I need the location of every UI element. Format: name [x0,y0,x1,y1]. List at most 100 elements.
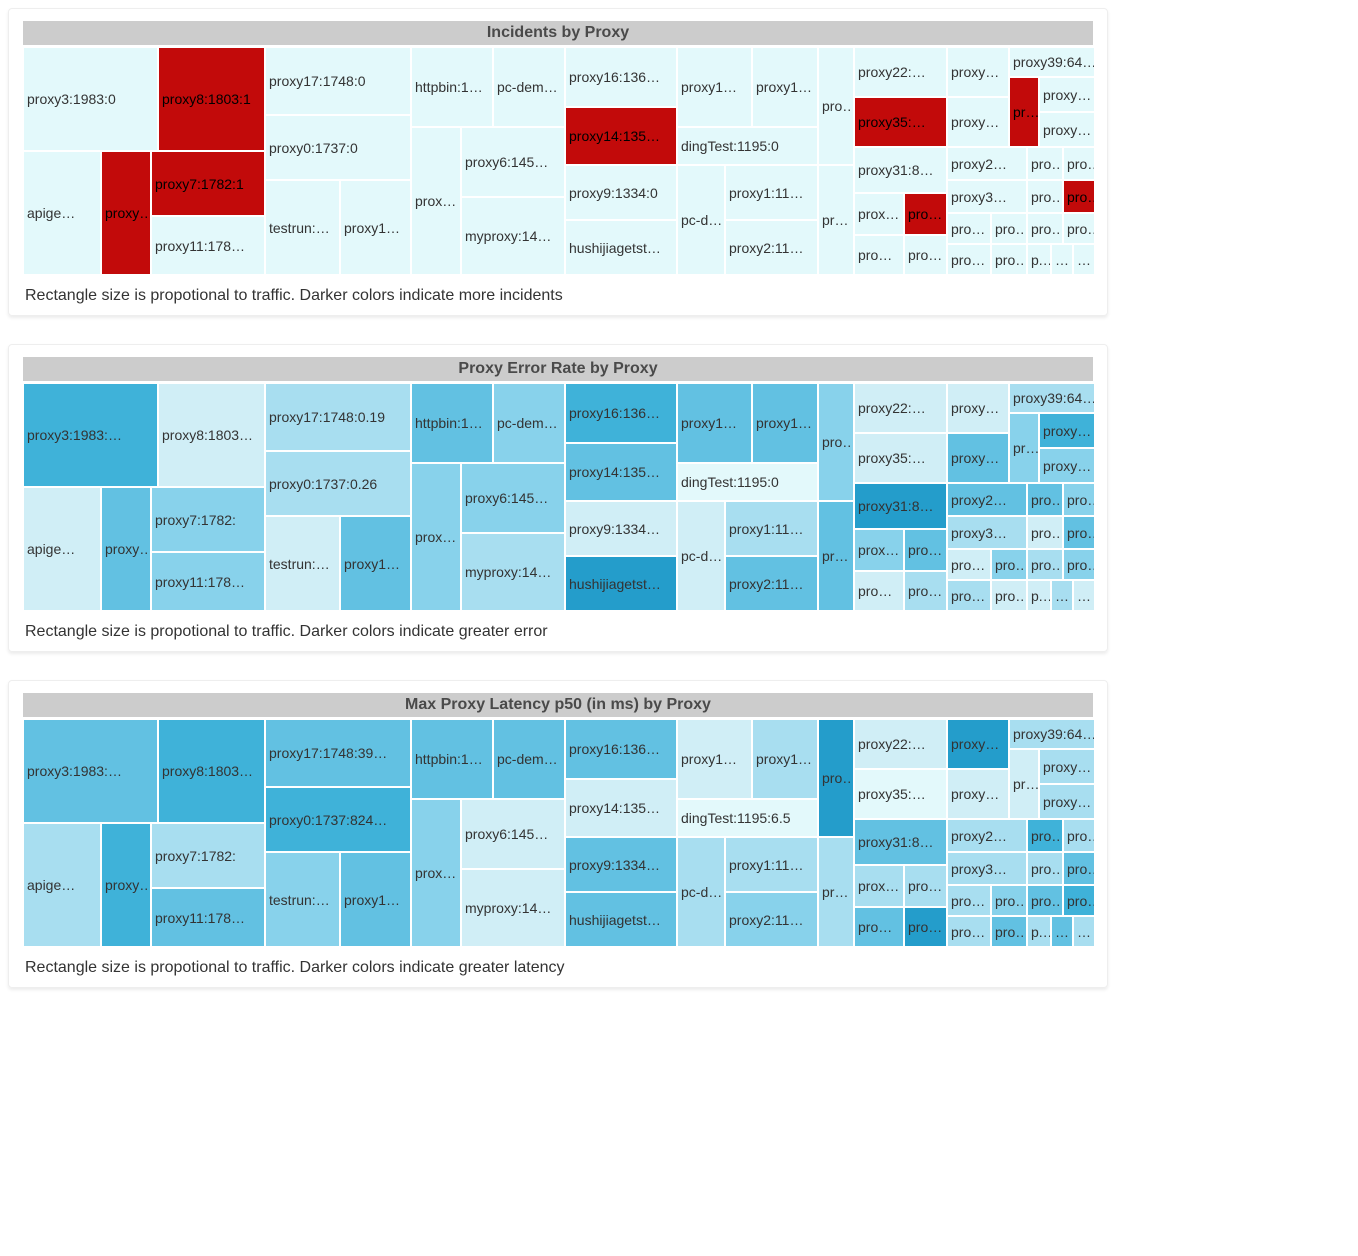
treemap-cell[interactable]: pro… [818,47,854,165]
treemap-cell[interactable]: pro… [904,907,947,947]
treemap-cell[interactable]: proxy22:… [854,47,947,97]
treemap-cell[interactable]: proxy35:… [854,769,947,819]
treemap-cell[interactable]: proxy31:8… [854,147,947,193]
treemap-cell[interactable]: pc-dem… [493,47,565,127]
treemap-cell[interactable]: pro… [1063,885,1095,916]
treemap-cell[interactable]: proxy3:1983:… [23,383,158,487]
treemap-cell[interactable]: pro… [947,885,991,916]
treemap-cell[interactable]: proxy1:11… [725,837,818,892]
treemap-cell[interactable]: testrun:… [265,180,340,275]
treemap-cell[interactable]: proxy1… [340,852,411,947]
treemap-cell[interactable]: prox… [411,463,461,611]
treemap-cell[interactable]: prox… [854,529,904,571]
treemap-cell[interactable]: proxy3:1983:… [23,719,158,823]
treemap-cell[interactable]: hushijiagetst… [565,892,677,947]
treemap-cell[interactable]: proxy17:1748:0.19 [265,383,411,451]
treemap-cell[interactable]: proxy1… [340,516,411,611]
treemap-cell[interactable]: pro… [904,865,947,907]
treemap-cell[interactable]: … [1051,580,1073,611]
treemap-cell[interactable]: pro… [1027,885,1063,916]
treemap-cell[interactable]: pro… [991,213,1027,244]
treemap-cell[interactable]: proxy35:… [854,97,947,147]
treemap-cell[interactable]: pro… [818,383,854,501]
treemap-cell[interactable]: proxy1… [677,47,752,127]
treemap-cell[interactable]: … [1051,916,1073,947]
treemap-cell[interactable]: proxy… [1039,413,1095,448]
treemap-cell[interactable]: p.… [1027,244,1051,275]
treemap-cell[interactable]: … [1073,580,1095,611]
treemap-cell[interactable]: pro… [1027,516,1063,549]
treemap-cell[interactable]: proxy31:8… [854,819,947,865]
treemap-cell[interactable]: proxy… [1039,112,1095,147]
treemap-cell[interactable]: proxy9:1334:0 [565,165,677,220]
treemap-cell[interactable]: proxy11:178… [151,552,265,611]
treemap-cell[interactable]: pro… [1063,213,1095,244]
treemap-cell[interactable]: proxy… [1039,77,1095,112]
treemap-cell[interactable]: pr… [1009,413,1039,483]
treemap-cell[interactable]: proxy6:145… [461,127,565,197]
treemap-cell[interactable]: proxy8:1803:1 [158,47,265,151]
treemap-cell[interactable]: pro… [1027,483,1063,516]
treemap-cell[interactable]: pro… [947,213,991,244]
treemap-cell[interactable]: proxy14:135… [565,779,677,837]
treemap-cell[interactable]: pro… [947,549,991,580]
treemap-cell[interactable]: proxy… [1039,784,1095,819]
treemap-cell[interactable]: proxy… [101,823,151,947]
treemap-cell[interactable]: pro… [904,571,947,611]
treemap-cell[interactable]: proxy2:11… [725,556,818,611]
treemap-cell[interactable]: prox… [854,865,904,907]
treemap-cell[interactable]: proxy… [947,97,1009,147]
treemap-cell[interactable]: pro… [1063,852,1095,885]
treemap-cell[interactable]: pc-d… [677,501,725,611]
treemap-cell[interactable]: testrun:… [265,516,340,611]
treemap-cell[interactable]: proxy35:… [854,433,947,483]
treemap-cell[interactable]: proxy… [947,433,1009,483]
treemap-cell[interactable]: proxy3… [947,852,1027,885]
treemap-cell[interactable]: … [1073,244,1095,275]
treemap-cell[interactable]: pc-d… [677,165,725,275]
treemap-cell[interactable]: proxy… [1039,749,1095,784]
treemap-cell[interactable]: prox… [411,127,461,275]
treemap-cell[interactable]: proxy1… [752,47,818,127]
treemap-cell[interactable]: pr… [818,837,854,947]
treemap-cell[interactable]: dingTest:1195:0 [677,127,818,165]
treemap-cell[interactable]: proxy11:178… [151,888,265,947]
treemap-cell[interactable]: testrun:… [265,852,340,947]
treemap-cell[interactable]: httpbin:1… [411,47,493,127]
treemap-cell[interactable]: pro… [947,916,991,947]
treemap-cell[interactable]: proxy1:11… [725,501,818,556]
treemap-cell[interactable]: proxy22:… [854,719,947,769]
treemap-cell[interactable]: proxy16:136… [565,719,677,779]
treemap-cell[interactable]: pro… [991,244,1027,275]
treemap-cell[interactable]: dingTest:1195:0 [677,463,818,501]
treemap-cell[interactable]: pro… [1027,180,1063,213]
treemap-cell[interactable]: … [1073,916,1095,947]
treemap-cell[interactable]: pro… [1063,549,1095,580]
treemap-cell[interactable]: pro… [1063,180,1095,213]
treemap-cell[interactable]: proxy14:135… [565,443,677,501]
treemap-cell[interactable]: pro… [1063,483,1095,516]
treemap-cell[interactable]: proxy… [947,769,1009,819]
treemap-cell[interactable]: proxy3… [947,180,1027,213]
treemap-cell[interactable]: proxy7:1782:1 [151,151,265,216]
treemap-cell[interactable]: proxy3:1983:0 [23,47,158,151]
treemap-cell[interactable]: proxy0:1737:0 [265,115,411,180]
treemap-cell[interactable]: proxy14:135… [565,107,677,165]
treemap-cell[interactable]: pro… [947,244,991,275]
treemap-cell[interactable]: proxy17:1748:0 [265,47,411,115]
treemap-cell[interactable]: proxy2… [947,483,1027,516]
treemap-cell[interactable]: proxy31:8… [854,483,947,529]
treemap-cell[interactable]: pro… [854,235,904,275]
treemap-cell[interactable]: pro… [1027,147,1063,180]
treemap-cell[interactable]: httpbin:1… [411,719,493,799]
treemap-cell[interactable]: proxy17:1748:39… [265,719,411,787]
treemap-cell[interactable]: proxy39:64… [1009,383,1095,413]
treemap-cell[interactable]: pr… [818,501,854,611]
treemap-cell[interactable]: pro… [818,719,854,837]
treemap-cell[interactable]: hushijiagetst… [565,556,677,611]
treemap-cell[interactable]: proxy… [947,47,1009,97]
treemap-cell[interactable]: proxy2… [947,147,1027,180]
treemap-cell[interactable]: pr… [818,165,854,275]
treemap-cell[interactable]: proxy… [947,383,1009,433]
treemap-cell[interactable]: pro… [1063,147,1095,180]
